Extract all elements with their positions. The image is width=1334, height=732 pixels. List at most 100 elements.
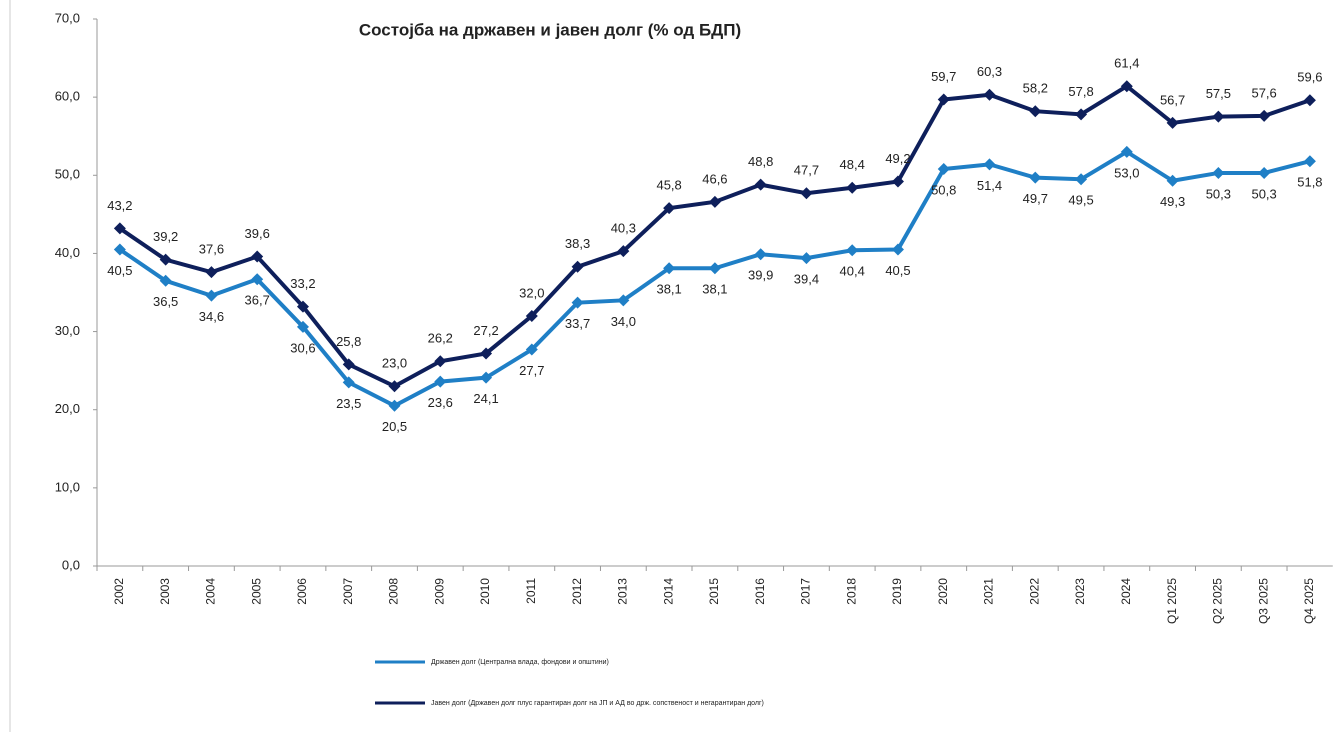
data-label: 39,6: [245, 226, 270, 241]
marker: [1029, 105, 1042, 118]
marker: [1303, 155, 1316, 168]
data-label: 27,2: [473, 323, 498, 338]
marker: [1258, 109, 1271, 122]
x-tick-label: 2019: [890, 578, 904, 605]
x-tick-label: 2014: [661, 578, 675, 605]
data-label: 33,7: [565, 316, 590, 331]
data-label: 46,6: [702, 171, 727, 186]
x-tick-label: 2024: [1119, 578, 1133, 605]
marker: [754, 178, 767, 191]
marker: [434, 355, 447, 368]
y-tick-label: 0,0: [62, 557, 80, 572]
marker: [1258, 166, 1271, 179]
marker: [251, 250, 264, 263]
marker: [617, 245, 630, 258]
x-tick-label: 2022: [1027, 578, 1041, 605]
legend-label: Државен долг (Централна влада, фондови и…: [431, 659, 609, 666]
x-tick-label: 2023: [1073, 578, 1087, 605]
marker: [159, 274, 172, 287]
data-label: 30,6: [290, 340, 315, 355]
data-label: 50,3: [1251, 186, 1276, 201]
y-tick-label: 50,0: [55, 167, 80, 182]
data-label: 23,0: [382, 356, 407, 371]
data-label: 24,1: [473, 391, 498, 406]
data-label: 51,8: [1297, 175, 1322, 190]
marker: [434, 375, 447, 388]
marker: [846, 244, 859, 257]
data-label: 57,5: [1206, 86, 1231, 101]
data-label: 26,2: [428, 331, 453, 346]
x-tick-label: 2015: [707, 578, 721, 605]
data-label: 27,7: [519, 363, 544, 378]
marker: [480, 347, 493, 360]
marker: [480, 371, 493, 384]
y-tick-label: 20,0: [55, 401, 80, 416]
data-label: 51,4: [977, 178, 1002, 193]
data-label: 37,6: [199, 242, 224, 257]
data-label: 61,4: [1114, 56, 1139, 71]
data-label: 38,1: [702, 282, 727, 297]
data-label: 39,9: [748, 268, 773, 283]
marker: [708, 195, 721, 208]
y-tick-label: 40,0: [55, 245, 80, 260]
legend-label: Јавен долг (Државен долг плус гарантиран…: [431, 700, 764, 707]
data-label: 45,8: [656, 178, 681, 193]
marker: [525, 309, 538, 322]
data-label: 43,2: [107, 198, 132, 213]
data-label: 57,6: [1251, 85, 1276, 100]
data-label: 59,6: [1297, 70, 1322, 85]
data-label: 60,3: [977, 64, 1002, 79]
data-label: 40,3: [611, 221, 636, 236]
marker: [296, 300, 309, 313]
chart-title: Состојба на државен и јавен долг (% од Б…: [359, 20, 741, 39]
marker: [1075, 173, 1088, 186]
marker: [891, 175, 904, 188]
marker: [571, 296, 584, 309]
data-label: 32,0: [519, 285, 544, 300]
marker: [342, 376, 355, 389]
marker: [983, 88, 996, 101]
marker: [525, 343, 538, 356]
marker: [296, 320, 309, 333]
marker: [113, 222, 126, 235]
marker: [113, 243, 126, 256]
marker: [388, 399, 401, 412]
marker: [754, 248, 767, 261]
data-label: 40,4: [840, 264, 865, 279]
y-tick-label: 30,0: [55, 323, 80, 338]
marker: [617, 294, 630, 307]
marker: [1120, 80, 1133, 93]
marker: [1212, 166, 1225, 179]
data-label: 34,6: [199, 309, 224, 324]
data-label: 53,0: [1114, 165, 1139, 180]
x-tick-label: 2003: [158, 578, 172, 605]
marker: [800, 252, 813, 265]
x-tick-label: Q3 2025: [1256, 578, 1270, 624]
data-label: 50,3: [1206, 186, 1231, 201]
y-tick-label: 70,0: [55, 10, 80, 25]
x-tick-label: 2011: [524, 578, 538, 604]
x-tick-label: 2018: [844, 578, 858, 605]
data-label: 39,4: [794, 272, 819, 287]
x-tick-label: 2002: [112, 578, 126, 605]
marker: [1212, 110, 1225, 123]
y-tick-label: 60,0: [55, 89, 80, 104]
data-label: 36,5: [153, 294, 178, 309]
marker: [891, 243, 904, 256]
data-label: 36,7: [245, 293, 270, 308]
x-tick-label: 2004: [204, 578, 218, 605]
marker: [663, 202, 676, 215]
data-label: 47,7: [794, 163, 819, 178]
x-tick-label: 2020: [936, 578, 950, 605]
x-tick-label: 2013: [616, 578, 630, 605]
marker: [251, 273, 264, 286]
marker: [1166, 174, 1179, 187]
data-label: 49,3: [1160, 194, 1185, 209]
marker: [1166, 116, 1179, 129]
x-tick-label: 2005: [249, 578, 263, 605]
marker: [937, 93, 950, 106]
x-tick-label: 2017: [799, 578, 813, 605]
marker: [663, 262, 676, 275]
data-label: 49,5: [1068, 193, 1093, 208]
marker: [1029, 171, 1042, 184]
